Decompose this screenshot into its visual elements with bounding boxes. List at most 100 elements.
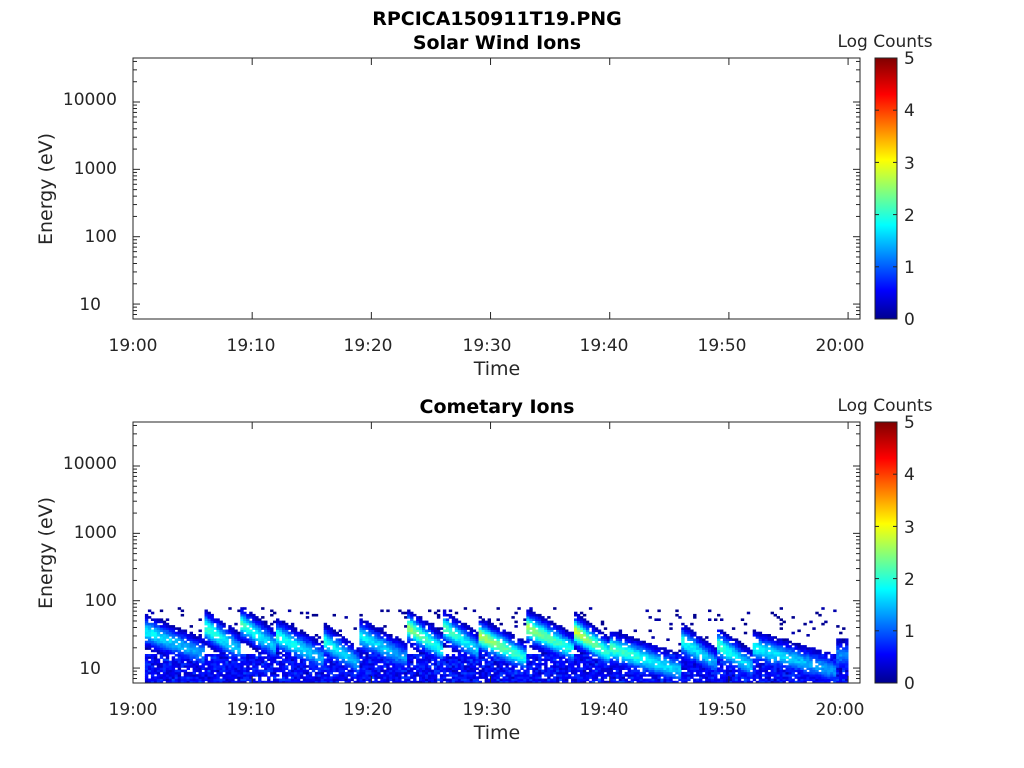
spectrogram-cell	[615, 651, 620, 655]
spectrogram-cell	[335, 676, 339, 679]
spectrogram-cell	[156, 645, 161, 648]
spectrogram-cell	[428, 654, 432, 657]
spectrogram-cell	[147, 680, 152, 684]
spectrogram-cell	[439, 634, 444, 637]
spectrogram-cell	[302, 662, 307, 666]
spectrogram-cell	[621, 656, 625, 659]
spectrogram-cell	[460, 676, 465, 679]
spectrogram-cell	[791, 656, 795, 659]
spectrogram-cell	[630, 649, 634, 653]
spectrogram-cell	[544, 651, 548, 655]
spectrogram-cell	[582, 640, 587, 644]
spectrogram-cell	[529, 613, 533, 617]
spectrogram-cell	[743, 680, 748, 684]
spectrogram-cell	[165, 640, 170, 644]
spectrogram-cell	[699, 642, 703, 646]
spectrogram-cell	[764, 638, 769, 641]
spectrogram-cell	[293, 629, 298, 633]
spectrogram-cell	[588, 658, 593, 662]
spectrogram-cell	[377, 638, 381, 641]
spectrogram-cell	[264, 634, 268, 637]
spectrogram-cell	[374, 638, 378, 641]
spectrogram-cell	[654, 654, 658, 657]
spectrogram-cell	[714, 649, 718, 653]
spectrogram-cell	[386, 638, 390, 641]
spectrogram-cell	[240, 636, 244, 639]
spectrogram-cell	[147, 634, 152, 637]
spectrogram-cell	[544, 634, 548, 637]
spectrogram-cell	[246, 613, 250, 617]
spectrogram-cell	[639, 654, 643, 657]
spectrogram-cell	[216, 678, 220, 682]
spectrogram-cell	[225, 638, 229, 641]
spectrogram-cell	[478, 671, 482, 675]
spectrogram-cell	[737, 669, 742, 673]
spectrogram-cell	[761, 654, 766, 657]
spectrogram-cell	[252, 665, 256, 668]
spectrogram-cell	[779, 647, 783, 650]
spectrogram-cell	[246, 665, 250, 668]
spectrogram-cell	[484, 636, 488, 639]
spectrogram-cell	[451, 631, 456, 635]
spectrogram-cell	[401, 671, 405, 675]
spectrogram-cell	[568, 676, 572, 679]
spectrogram-cell	[252, 645, 256, 648]
spectrogram-cell	[419, 625, 423, 628]
spectrogram-cell	[368, 660, 372, 664]
spectrogram-cell	[633, 649, 637, 653]
spectrogram-cell	[389, 671, 393, 675]
spectrogram-cell	[448, 662, 453, 666]
spectrogram-cell	[535, 678, 539, 682]
spectrogram-cell	[329, 671, 333, 675]
spectrogram-cell	[821, 674, 825, 677]
spectrogram-cell	[356, 651, 360, 655]
spectrogram-cell	[240, 658, 244, 662]
spectrogram-cell	[320, 645, 325, 648]
spectrogram-cell	[764, 678, 769, 682]
spectrogram-cell	[177, 667, 182, 670]
spectrogram-cell	[192, 640, 196, 644]
spectrogram-cell	[231, 658, 235, 662]
spectrogram-cell	[541, 636, 545, 639]
spectrogram-cell	[541, 634, 545, 637]
spectrogram-cell	[490, 636, 494, 639]
spectrogram-cell	[422, 620, 426, 624]
spectrogram-cell	[249, 622, 253, 626]
spectrogram-cell	[255, 667, 259, 670]
spectrogram-cell	[463, 658, 468, 662]
spectrogram-cell	[618, 647, 623, 650]
spectrogram-cell	[752, 667, 757, 670]
spectrogram-cell	[654, 671, 658, 675]
spectrogram-cell	[481, 654, 485, 657]
spectrogram-cell	[273, 676, 277, 679]
spectrogram-cell	[645, 660, 649, 664]
spectrogram-cell	[386, 634, 390, 637]
spectrogram-cell	[416, 656, 420, 659]
spectrogram-cell	[797, 671, 801, 675]
spectrogram-cell	[219, 654, 223, 657]
spectrogram-cell	[296, 674, 301, 677]
spectrogram-cell	[460, 662, 465, 666]
spectrogram-cell	[711, 647, 715, 650]
spectrogram-cell	[255, 627, 259, 630]
spectrogram-cell	[222, 629, 226, 633]
spectrogram-cell	[472, 642, 477, 646]
spectrogram-cell	[565, 680, 569, 684]
spectrogram-cell	[633, 647, 637, 650]
spectrogram-cell	[776, 647, 780, 650]
spectrogram-cell	[493, 642, 497, 646]
spectrogram-cell	[705, 642, 709, 646]
spectrogram-cell	[293, 662, 298, 666]
spectrogram-cell	[609, 658, 614, 662]
spectrogram-cell	[821, 656, 825, 659]
spectrogram-cell	[433, 671, 438, 675]
spectrogram-cell	[305, 636, 310, 639]
spectrogram-cell	[287, 660, 292, 664]
spectrogram-cell	[466, 642, 471, 646]
spectrogram-cell	[693, 647, 697, 650]
spectrogram-cell	[788, 640, 792, 644]
spectrogram-cell	[523, 645, 527, 648]
spectrogram-cell	[398, 667, 402, 670]
spectrogram-cell	[445, 622, 450, 626]
